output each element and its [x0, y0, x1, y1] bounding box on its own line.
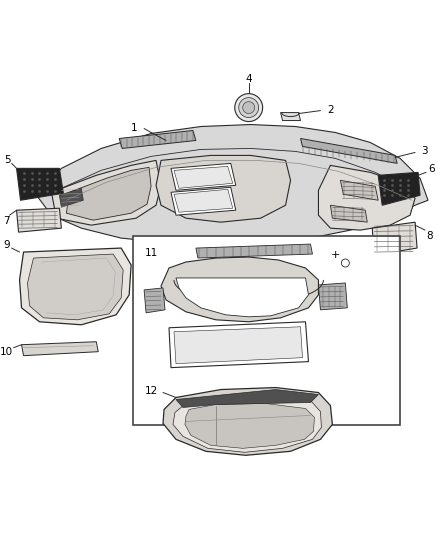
Polygon shape: [60, 188, 83, 207]
Polygon shape: [171, 164, 236, 190]
Text: 3: 3: [421, 147, 427, 156]
Text: 4: 4: [245, 74, 252, 84]
Polygon shape: [161, 257, 318, 322]
Polygon shape: [281, 112, 300, 120]
Polygon shape: [17, 168, 64, 200]
Polygon shape: [300, 139, 397, 164]
Polygon shape: [21, 342, 98, 356]
Polygon shape: [28, 254, 123, 320]
Polygon shape: [173, 395, 321, 453]
Text: 1: 1: [131, 123, 138, 133]
Polygon shape: [185, 403, 314, 448]
Polygon shape: [176, 278, 308, 317]
Polygon shape: [20, 248, 131, 325]
Polygon shape: [330, 205, 367, 222]
Polygon shape: [340, 180, 378, 200]
Polygon shape: [372, 222, 417, 255]
Polygon shape: [36, 125, 428, 244]
Circle shape: [235, 94, 263, 122]
Text: 6: 6: [429, 164, 435, 174]
Polygon shape: [163, 387, 332, 455]
Text: 7: 7: [4, 216, 10, 226]
Polygon shape: [156, 156, 290, 222]
Polygon shape: [318, 165, 415, 230]
Text: 10: 10: [0, 346, 13, 357]
Text: +: +: [331, 250, 340, 260]
Polygon shape: [51, 160, 161, 225]
Polygon shape: [318, 283, 347, 310]
Polygon shape: [67, 167, 151, 220]
Polygon shape: [378, 172, 420, 205]
Text: 2: 2: [327, 104, 334, 115]
Polygon shape: [119, 131, 196, 148]
Polygon shape: [17, 208, 61, 232]
Polygon shape: [171, 187, 236, 215]
Polygon shape: [196, 244, 312, 258]
FancyBboxPatch shape: [133, 236, 400, 425]
Polygon shape: [169, 322, 308, 368]
Polygon shape: [174, 327, 303, 364]
Text: 11: 11: [145, 248, 158, 258]
Text: 9: 9: [4, 240, 10, 250]
Circle shape: [239, 98, 259, 118]
Circle shape: [243, 102, 254, 114]
Polygon shape: [176, 390, 318, 407]
Polygon shape: [174, 166, 233, 188]
Polygon shape: [174, 189, 233, 212]
Text: 5: 5: [4, 156, 11, 165]
Text: 12: 12: [145, 385, 158, 395]
Polygon shape: [144, 288, 165, 313]
Text: 8: 8: [427, 231, 433, 241]
